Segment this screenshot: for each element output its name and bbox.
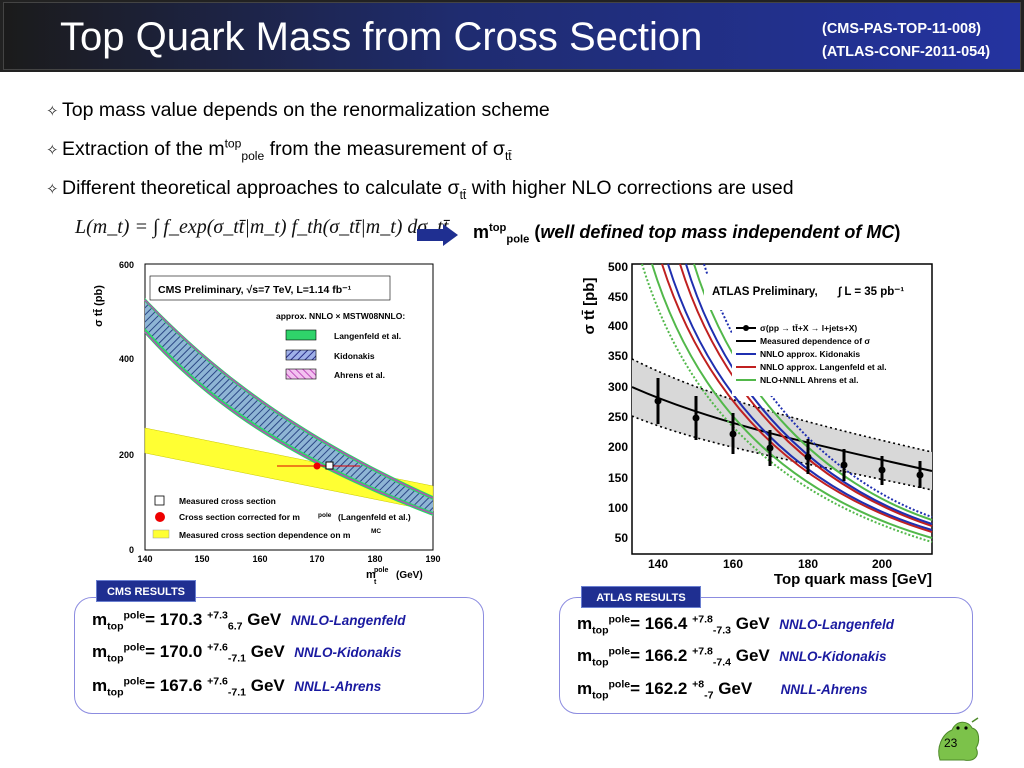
langenfeld-band [145,298,433,516]
slide-title: Top Quark Mass from Cross Section [60,15,703,59]
atlas-legend-title: ATLAS Preliminary, [712,286,818,298]
diamond-icon: ✧ [46,103,59,120]
svg-text:180: 180 [367,554,382,564]
mtop-pole-note: mtoppole (well defined top mass independ… [473,222,901,246]
svg-text:400: 400 [608,319,628,333]
atlas-results-tag: ATLAS RESULTS [581,586,701,608]
mascot-icon [938,717,980,761]
atlas-xlabel: Top quark mass [GeV] [774,571,932,588]
svg-text:approx. NNLO × MSTW08NNLO:: approx. NNLO × MSTW08NNLO: [276,311,405,321]
svg-text:Measured cross section depende: Measured cross section dependence on m [179,530,351,540]
svg-text:200: 200 [872,557,892,571]
cms-results-box [74,597,484,714]
atlas-result-row: mtoppole= 162.2 +8-7 GeV NNLL-Ahrens [577,678,868,702]
svg-text:190: 190 [425,554,440,564]
svg-text:Measured cross section: Measured cross section [179,496,276,506]
corrected-point [313,462,321,470]
svg-text:pole: pole [374,567,388,574]
diamond-icon: ✧ [46,181,59,198]
kidonakis-band [145,302,433,512]
cms-xlabel: m [366,569,376,581]
likelihood-formula: L(m_t) = ∫ f_exp(σ_tt̄|m_t) f_th(σ_tt̄|m… [75,216,449,238]
svg-text:300: 300 [608,380,628,394]
cms-plot: CMS Preliminary, √s=7 TeV, L=1.14 fb⁻¹ a… [90,256,445,588]
svg-text:Langenfeld et al.: Langenfeld et al. [334,331,401,341]
svg-text:(GeV): (GeV) [396,570,423,581]
svg-text:180: 180 [798,557,818,571]
svg-text:150: 150 [608,471,628,485]
svg-text:Cross section corrected for m: Cross section corrected for m [179,512,300,522]
svg-text:NNLO approx. Kidonakis: NNLO approx. Kidonakis [760,349,860,359]
cms-result-row: mtoppole= 170.3 +7.36.7 GeV NNLO-Langenf… [92,609,406,633]
svg-text:(Langenfeld et al.): (Langenfeld et al.) [338,512,411,522]
svg-text:400: 400 [119,354,134,364]
cms-result-row: mtoppole= 170.0 +7.6-7.1 GeV NNLO-Kidona… [92,641,402,665]
svg-text:100: 100 [608,501,628,515]
svg-text:600: 600 [119,260,134,270]
svg-text:160: 160 [723,557,743,571]
cms-ylabel: σ tt̄ (pb) [93,285,105,327]
measured-point [325,461,334,470]
arrow-right-icon [417,224,458,246]
svg-text:NLO+NNLL Ahrens et al.: NLO+NNLL Ahrens et al. [760,375,858,385]
title-bar: Top Quark Mass from Cross Section (CMS-P… [0,0,1024,72]
svg-text:450: 450 [608,290,628,304]
atlas-result-row: mtoppole= 166.2 +7.8-7.4 GeV NNLO-Kidona… [577,645,887,669]
bullet-2: ✧ Extraction of the mtoppole from the mea… [46,136,512,163]
svg-text:Ahrens et al.: Ahrens et al. [334,370,385,380]
bullet-3: ✧ Different theoretical approaches to cal… [46,177,794,202]
svg-text:σ(pp → tt̄+X → l+jets+X): σ(pp → tt̄+X → l+jets+X) [760,323,857,333]
atlas-result-row: mtoppole= 166.4 +7.8-7.3 GeV NNLO-Langen… [577,613,894,637]
svg-text:500: 500 [608,260,628,274]
svg-text:Kidonakis: Kidonakis [334,351,375,361]
atlas-ylabel: σ tt̄ [pb] [581,278,598,335]
cms-results-tag: CMS RESULTS [96,580,196,602]
svg-text:NNLO approx. Langenfeld et al.: NNLO approx. Langenfeld et al. [760,362,887,372]
svg-text:Measured dependence of σ: Measured dependence of σ [760,336,870,346]
svg-text:∫ L = 35 pb⁻¹: ∫ L = 35 pb⁻¹ [837,286,904,298]
svg-text:140: 140 [648,557,668,571]
svg-text:pole: pole [318,512,332,519]
svg-text:350: 350 [608,349,628,363]
svg-text:MC: MC [371,528,381,535]
measured-dependence-band [632,359,932,490]
atlas-plot: ATLAS Preliminary, ∫ L = 35 pb⁻¹ σ(pp → … [576,256,946,590]
svg-text:170: 170 [309,554,324,564]
cms-result-row: mtoppole= 167.6 +7.6-7.1 GeV NNLL-Ahrens [92,675,382,699]
svg-text:t: t [374,579,377,586]
ref-atlas: (ATLAS-CONF-2011-054) [822,44,991,60]
diamond-icon: ✧ [46,142,59,159]
ref-cms: (CMS-PAS-TOP-11-008) [822,21,981,37]
references: (CMS-PAS-TOP-11-008) (ATLAS-CONF-2011-05… [822,18,990,64]
cms-legend-title: CMS Preliminary, √s=7 TeV, L=1.14 fb⁻¹ [158,284,352,296]
atlas-results-box [559,597,973,714]
title-panel [3,2,1021,70]
svg-text:50: 50 [615,531,629,545]
svg-text:0: 0 [129,545,134,555]
svg-text:200: 200 [119,450,134,460]
svg-text:250: 250 [608,410,628,424]
bullet-1: ✧ Top mass value depends on the renormali… [46,99,550,121]
svg-text:150: 150 [194,554,209,564]
svg-text:160: 160 [252,554,267,564]
page-number: 23 [944,736,958,750]
svg-text:200: 200 [608,440,628,454]
svg-text:140: 140 [137,554,152,564]
